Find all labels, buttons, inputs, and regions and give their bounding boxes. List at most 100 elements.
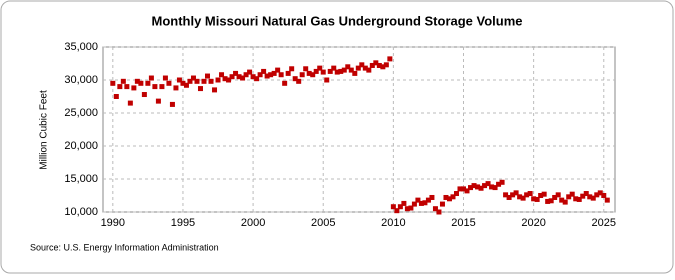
- data-point: [113, 94, 119, 99]
- data-point: [173, 85, 179, 91]
- data-point: [296, 78, 302, 84]
- data-point: [369, 62, 375, 68]
- data-point: [190, 75, 196, 81]
- data-point: [489, 184, 495, 190]
- y-axis-label: Million Cubic Feet: [39, 90, 50, 170]
- data-point: [366, 67, 372, 73]
- data-point: [604, 197, 610, 203]
- data-point: [387, 56, 393, 62]
- data-point: [461, 186, 467, 192]
- data-point: [506, 194, 512, 200]
- data-point: [257, 72, 263, 78]
- data-point: [155, 98, 161, 104]
- data-point: [331, 65, 337, 71]
- data-point: [233, 70, 239, 76]
- data-point: [464, 188, 470, 194]
- data-point: [485, 181, 491, 187]
- source-note: Source: U.S. Energy Information Administ…: [30, 242, 219, 252]
- data-point: [503, 192, 509, 198]
- data-point: [468, 185, 474, 191]
- data-point: [475, 184, 481, 190]
- data-point: [348, 67, 354, 73]
- data-point: [152, 84, 158, 90]
- data-point: [517, 194, 523, 200]
- data-point: [194, 78, 200, 84]
- data-point: [380, 64, 386, 70]
- x-tick-label: 2010: [381, 217, 405, 229]
- data-point: [317, 65, 323, 71]
- data-point: [180, 80, 186, 86]
- data-point: [422, 200, 428, 206]
- y-tick-label: 20,000: [64, 140, 98, 152]
- data-point: [471, 183, 477, 189]
- chart-title: Monthly Missouri Natural Gas Underground…: [151, 13, 522, 28]
- data-point: [124, 84, 130, 90]
- data-point: [566, 194, 572, 200]
- data-point: [117, 84, 123, 90]
- data-point: [327, 68, 333, 74]
- data-point: [453, 191, 459, 197]
- data-point: [446, 196, 452, 202]
- data-point: [601, 193, 607, 198]
- data-point: [215, 77, 221, 83]
- data-point: [394, 208, 400, 214]
- data-point: [583, 191, 589, 197]
- data-point: [169, 101, 175, 107]
- y-tick-label: 10,000: [64, 206, 98, 218]
- data-point: [222, 76, 228, 82]
- data-point: [510, 192, 516, 198]
- data-point: [212, 87, 218, 93]
- data-point: [541, 191, 547, 197]
- data-point: [141, 92, 147, 98]
- data-point: [439, 201, 445, 207]
- data-point: [264, 73, 270, 79]
- data-point: [247, 69, 253, 75]
- data-point: [320, 69, 326, 75]
- data-point: [548, 198, 554, 204]
- data-point: [166, 80, 172, 86]
- x-tick-label: 2020: [521, 217, 545, 229]
- x-tick-label: 1995: [171, 217, 195, 229]
- data-point: [176, 77, 182, 83]
- data-point: [457, 186, 463, 192]
- data-point: [499, 179, 505, 185]
- data-point: [562, 199, 568, 205]
- data-point: [341, 67, 347, 73]
- data-point: [376, 62, 382, 68]
- data-point: [569, 191, 575, 197]
- data-point: [492, 185, 498, 191]
- data-point: [313, 68, 319, 74]
- data-point: [411, 201, 417, 207]
- data-point: [254, 76, 260, 82]
- data-point: [443, 194, 449, 200]
- data-point: [271, 70, 277, 76]
- data-point: [278, 72, 284, 78]
- data-point: [306, 70, 312, 76]
- data-point: [594, 192, 600, 198]
- x-tick-label: 2005: [311, 217, 335, 229]
- data-point: [261, 68, 267, 74]
- data-point: [496, 181, 502, 187]
- data-point: [201, 78, 207, 84]
- data-point: [219, 72, 225, 78]
- data-point: [282, 80, 288, 86]
- y-tick-label: 15,000: [64, 173, 98, 185]
- data-point: [162, 75, 168, 81]
- data-point: [127, 100, 133, 106]
- data-point: [134, 78, 140, 84]
- data-point: [148, 75, 154, 81]
- data-point: [429, 194, 435, 200]
- data-point: [538, 193, 544, 198]
- data-point: [404, 206, 410, 212]
- data-point: [390, 204, 396, 210]
- data-point: [250, 74, 256, 80]
- data-point: [345, 64, 351, 70]
- data-point: [545, 198, 551, 204]
- data-point: [359, 62, 365, 68]
- data-point: [587, 194, 593, 200]
- data-point: [299, 72, 305, 78]
- data-point: [527, 191, 533, 197]
- data-point: [531, 196, 537, 202]
- data-point: [205, 73, 211, 79]
- data-point: [355, 65, 361, 71]
